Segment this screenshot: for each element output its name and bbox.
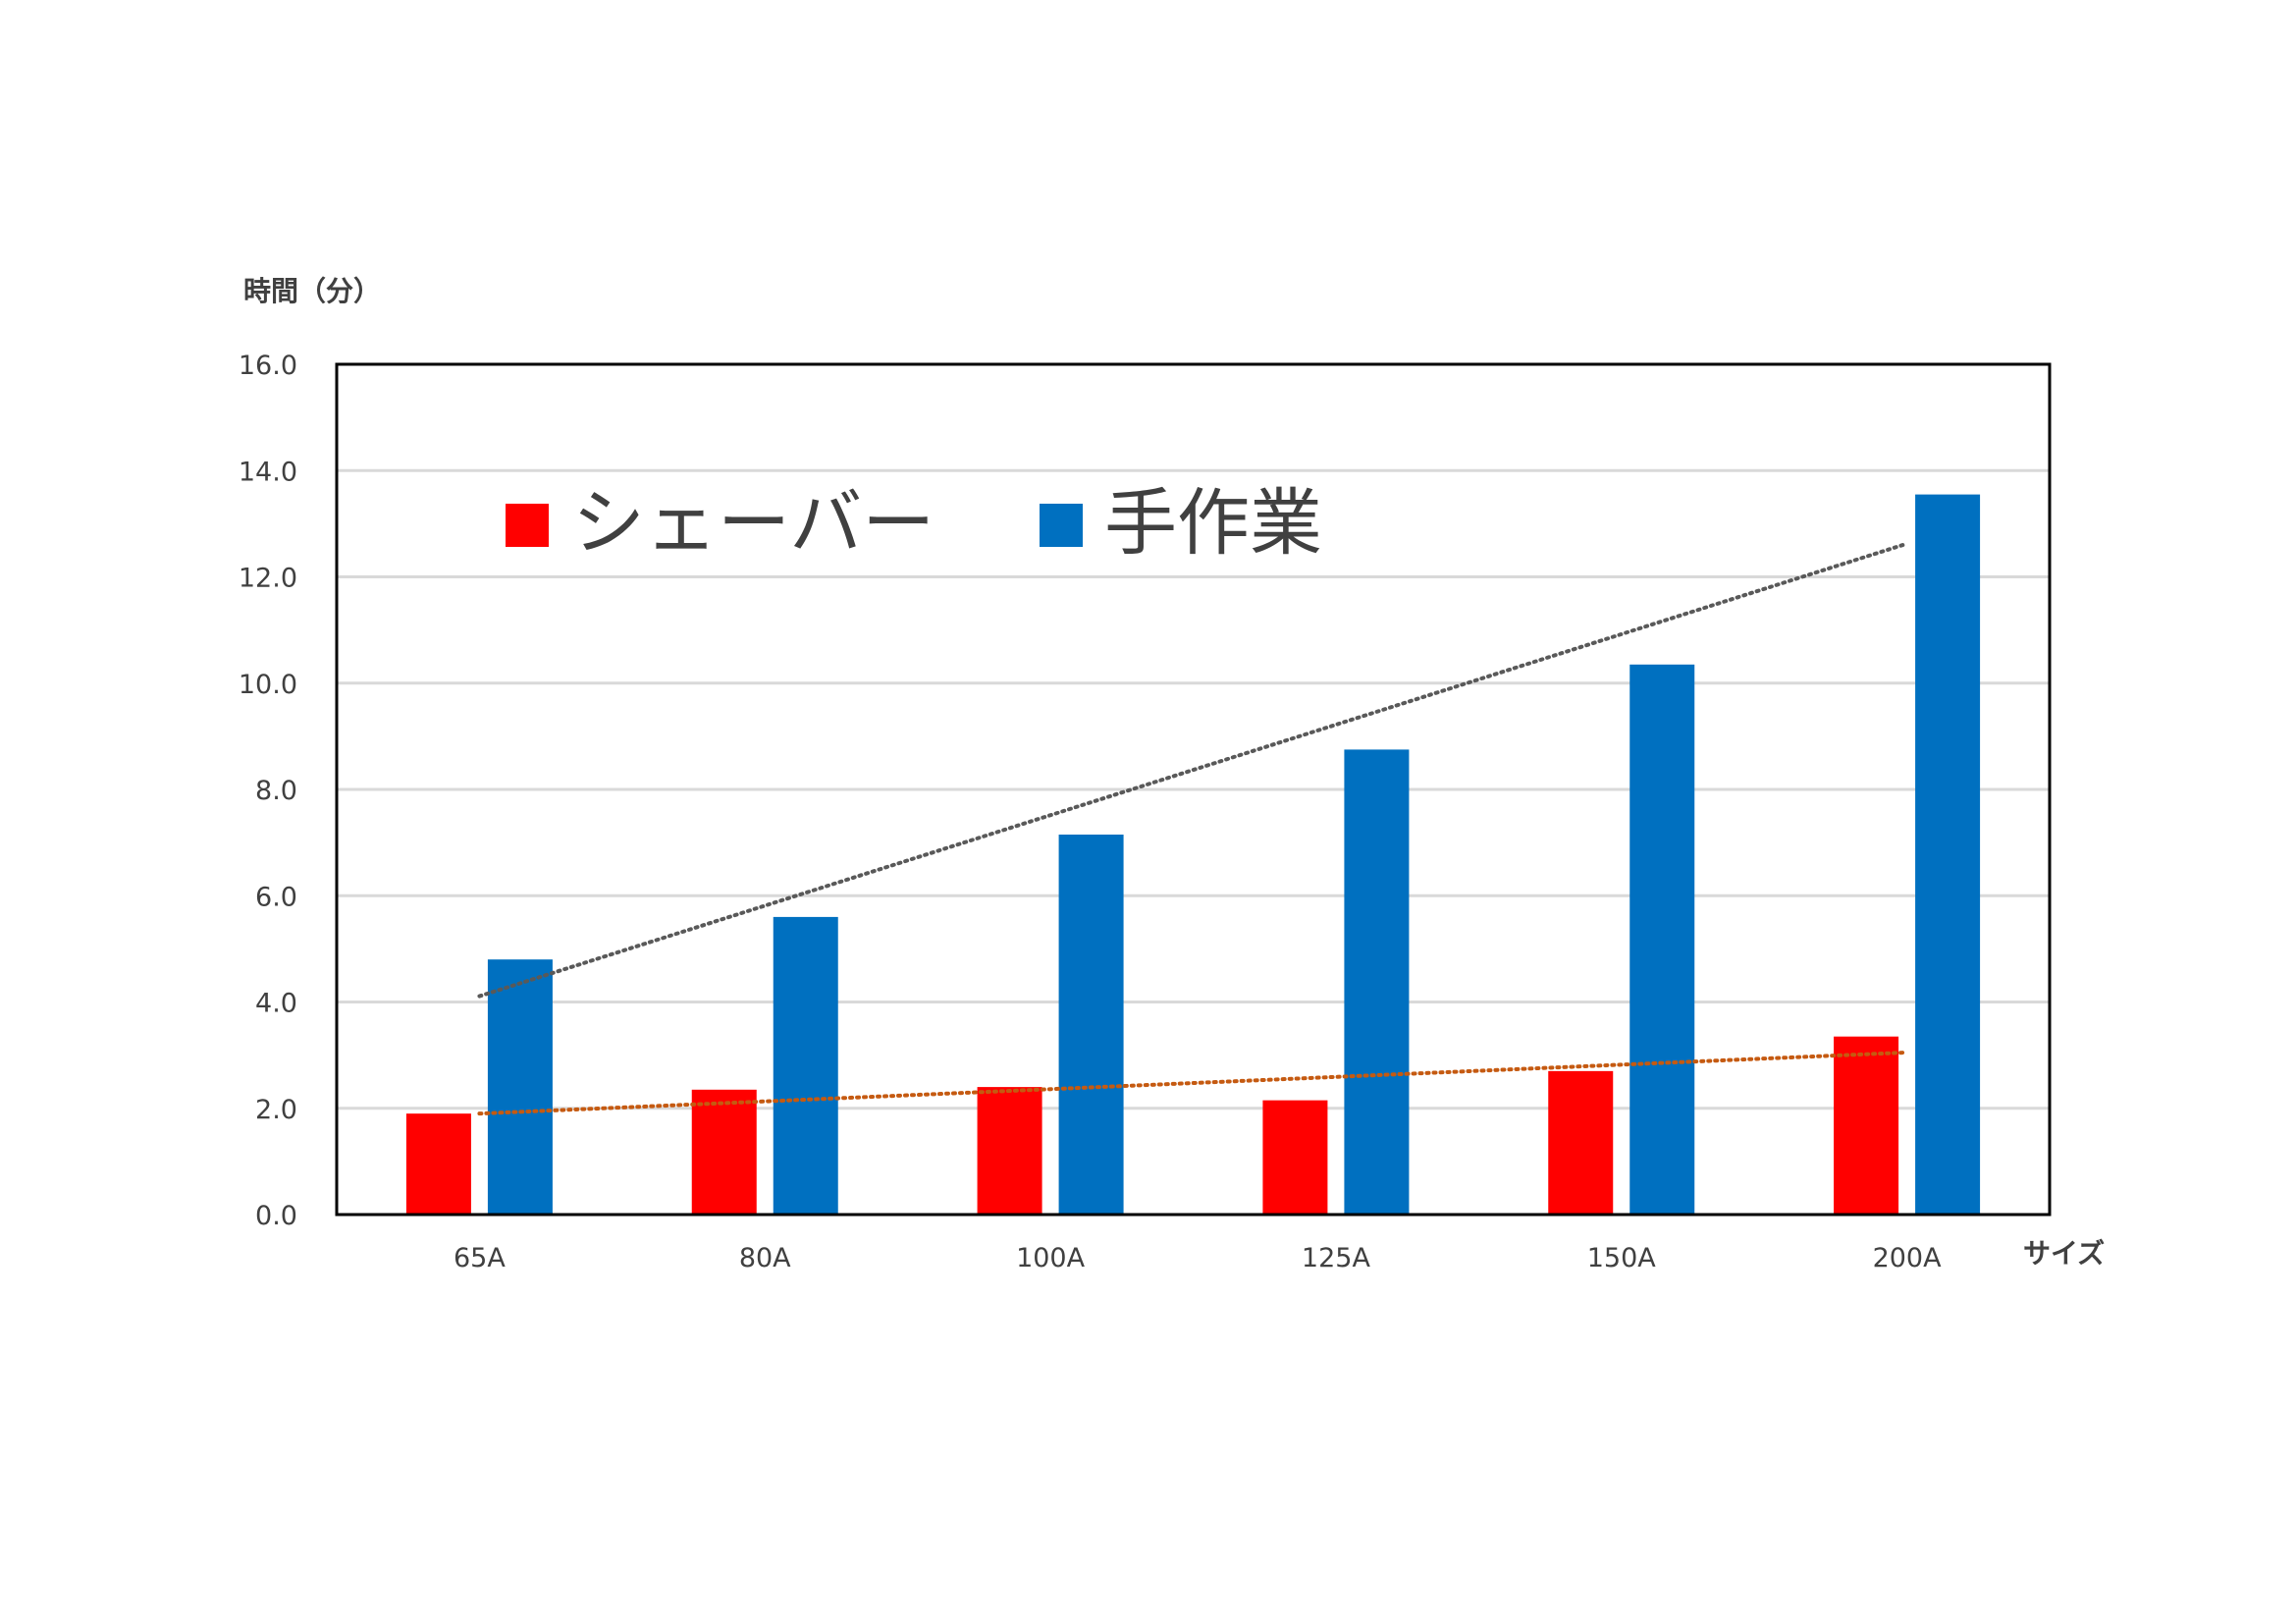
bar-manual-125A — [1344, 749, 1410, 1215]
bar-manual-65A — [487, 959, 553, 1215]
legend-label-shaver: シェーバー — [572, 481, 934, 566]
bar-shaver-100A — [977, 1087, 1042, 1215]
bar-shaver-200A — [1834, 1036, 1899, 1215]
bar-shaver-150A — [1548, 1070, 1614, 1215]
y-tick-label: 4.0 — [255, 989, 297, 1019]
x-axis-tick-labels: 65A 80A 100A 125A 150A 200A — [454, 1243, 1942, 1273]
x-tick-label: 100A — [1016, 1243, 1086, 1273]
bars — [405, 494, 1981, 1215]
y-tick-label: 16.0 — [239, 351, 297, 381]
bar-shaver-80A — [691, 1089, 757, 1215]
y-tick-label: 0.0 — [255, 1201, 297, 1231]
legend-swatch-shaver — [506, 504, 549, 547]
bar-manual-100A — [1058, 835, 1124, 1215]
y-tick-label: 12.0 — [239, 564, 297, 594]
bar-manual-200A — [1915, 494, 1981, 1215]
y-axis-tick-labels: 0.0 2.0 4.0 6.0 8.0 10.0 12.0 14.0 16.0 — [239, 351, 297, 1231]
plot-area-frame — [335, 362, 2052, 1217]
trendline-shaver — [477, 1050, 1909, 1116]
legend: シェーバー 手作業 — [506, 481, 1322, 566]
bar-shaver-125A — [1262, 1100, 1328, 1215]
x-tick-label: 65A — [454, 1243, 506, 1273]
legend-swatch-manual — [1040, 504, 1083, 547]
y-axis-title: 時間（分） — [243, 275, 381, 307]
gridlines — [337, 468, 2050, 1110]
y-tick-label: 10.0 — [239, 670, 297, 700]
y-tick-label: 8.0 — [255, 776, 297, 806]
y-tick-label: 2.0 — [255, 1095, 297, 1125]
trendline-manual — [477, 541, 1909, 999]
x-tick-label: 125A — [1302, 1243, 1371, 1273]
bar-shaver-65A — [405, 1113, 471, 1215]
x-tick-label: 200A — [1873, 1243, 1943, 1273]
y-tick-label: 14.0 — [239, 457, 297, 487]
x-tick-label: 80A — [739, 1243, 791, 1273]
bar-manual-80A — [773, 916, 838, 1215]
y-tick-label: 6.0 — [255, 882, 297, 912]
legend-label-manual: 手作業 — [1104, 481, 1322, 566]
trendlines — [477, 541, 1909, 1116]
x-axis-title: サイズ — [2023, 1237, 2105, 1270]
x-tick-label: 150A — [1587, 1243, 1657, 1273]
bar-manual-150A — [1629, 664, 1695, 1215]
